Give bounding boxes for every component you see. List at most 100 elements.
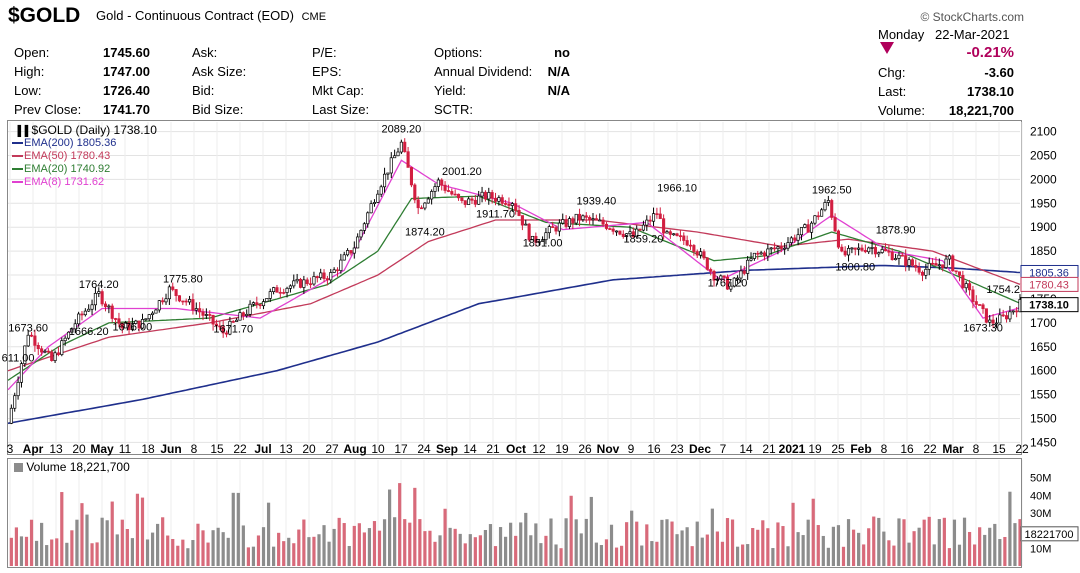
- volume-bar: [483, 529, 488, 566]
- x-tick-label: 20: [302, 442, 316, 456]
- volume-bar: [327, 541, 331, 566]
- candle-body: [208, 314, 212, 316]
- bid-size-label: Bid Size:: [192, 102, 244, 117]
- candle-body: [137, 320, 141, 329]
- volume-bar: [463, 543, 467, 566]
- volume-bar: [640, 545, 644, 566]
- volume-bar: [398, 483, 402, 566]
- candle-body: [561, 219, 565, 224]
- volume-bar: [55, 538, 59, 566]
- candle-body: [80, 313, 84, 316]
- volume-bar: [922, 519, 926, 566]
- volume-panel: [7, 458, 1022, 568]
- candle-body: [103, 303, 108, 308]
- candle-body: [530, 235, 535, 241]
- candle-body: [312, 276, 316, 285]
- x-tick-label: 20: [72, 442, 86, 456]
- volume-bar: [826, 547, 830, 566]
- volume-bar: [897, 518, 901, 566]
- candle-body: [598, 219, 602, 222]
- yield-label: Yield:: [434, 83, 467, 98]
- candle-body: [272, 287, 276, 292]
- volume-bar: [796, 532, 800, 566]
- ema200-value: 1805.36: [76, 137, 117, 149]
- candle-body: [228, 320, 232, 335]
- candle-body: [446, 190, 450, 192]
- volume-bar: [423, 531, 427, 566]
- candle-body: [544, 232, 548, 241]
- candle-body: [335, 269, 340, 272]
- volume-bar: [877, 517, 881, 566]
- candle-body: [981, 304, 985, 310]
- x-tick-label: 7: [720, 442, 727, 456]
- candle-body: [732, 277, 736, 287]
- high-value: 1747.00: [103, 64, 150, 79]
- candle-body: [947, 255, 951, 260]
- volume-bar: [594, 542, 598, 566]
- y-tick-label: 1450: [1030, 435, 1057, 449]
- price-annotation: 1676.00: [113, 321, 153, 333]
- volume-bar: [947, 548, 951, 566]
- volume-bar: [9, 537, 13, 566]
- x-tick-label: Feb: [850, 442, 871, 456]
- volume-bar: [357, 523, 361, 566]
- last-value: 1738.10: [967, 84, 1014, 99]
- volume-bar: [478, 535, 482, 566]
- volume-bar: [347, 545, 351, 566]
- volume-bar: [690, 546, 694, 566]
- brand-link[interactable]: © StockCharts.com: [920, 10, 1024, 24]
- y-tick-label: 1600: [1030, 364, 1057, 378]
- x-tick-label: Dec: [689, 442, 711, 456]
- x-tick-label: Mar: [942, 442, 964, 456]
- candle-body: [50, 351, 54, 361]
- candle-body: [194, 308, 198, 311]
- candle-body: [510, 203, 514, 206]
- candle-body: [611, 228, 615, 232]
- candle-body: [712, 270, 716, 281]
- chg-value: -3.60: [984, 65, 1014, 80]
- x-tick-label: 21: [486, 442, 500, 456]
- volume-bar: [771, 548, 775, 566]
- volume-bar: [957, 544, 962, 566]
- candle-body: [655, 213, 659, 215]
- options-value: no: [554, 45, 570, 60]
- candle-body: [887, 250, 891, 253]
- candle-body: [440, 179, 444, 186]
- candle-body: [241, 312, 245, 317]
- volume-bar: [670, 521, 674, 566]
- volume-bar: [544, 535, 548, 566]
- x-tick-label: 14: [739, 442, 753, 456]
- volume-bar: [332, 528, 336, 566]
- volume-bar: [625, 522, 629, 566]
- candle-body: [332, 269, 336, 273]
- candle-body: [147, 314, 151, 320]
- candle-body: [359, 229, 363, 238]
- candle-body: [117, 318, 121, 324]
- exchange-text: CME: [301, 11, 327, 23]
- volume-bar: [176, 545, 180, 566]
- chart-title: ▐▐ $GOLD (Daily) 1738.10: [14, 123, 157, 137]
- candle-body: [957, 271, 962, 276]
- candle-body: [201, 311, 205, 316]
- candle-body: [144, 318, 148, 321]
- x-tick-label: 23: [670, 442, 684, 456]
- volume-bar: [413, 487, 417, 566]
- volume-bar: [201, 530, 205, 566]
- volume-bar: [539, 543, 543, 566]
- candle-body: [692, 245, 696, 252]
- volume-bar: [473, 537, 477, 566]
- volume-bar: [730, 519, 735, 566]
- price-annotation: 1966.10: [657, 183, 697, 195]
- candle-body: [894, 258, 898, 261]
- x-tick-label: 9: [628, 442, 635, 456]
- candle-body: [399, 141, 403, 153]
- candle-body: [60, 340, 64, 355]
- candle-body: [46, 350, 50, 353]
- volume-bar: [287, 537, 291, 566]
- price-annotation: 1767.20: [708, 278, 748, 290]
- candle-body: [833, 217, 837, 232]
- candle-body: [904, 255, 908, 266]
- candle-body: [920, 271, 925, 276]
- pe-label: P/E:: [312, 45, 337, 60]
